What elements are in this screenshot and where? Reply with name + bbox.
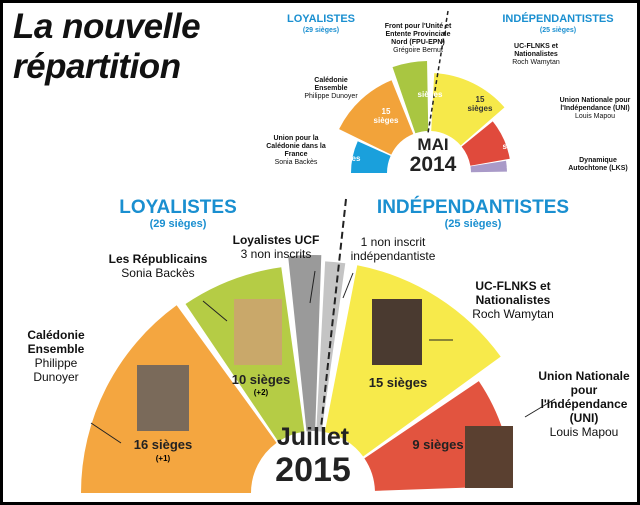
may-party-label: Union pour la Calédonie dans la France So… [266,135,326,166]
photo-louis-mapou [465,426,513,488]
july-independantistes-label: INDÉPENDANTISTES [376,197,570,218]
july-seat-change: (+2) [253,388,269,397]
may-seat-count: 9 sièges [502,133,528,151]
july-independantistes-seats: (25 sièges) [444,218,502,230]
photo-sonia-backes [234,299,282,365]
may-party-label: Union Nationale pour l'Indépendance (UNI… [559,97,631,120]
july-party-label: 1 non inscrit indépendantiste [350,235,436,263]
photo-philippe-dunoyer [137,365,189,431]
july-seat-count: 9 sièges [412,437,464,452]
july-seat-count: 16 sièges [133,437,193,452]
july-loyalistes-seats: (29 sièges) [149,218,207,230]
may-loyalistes-seats: (29 sièges) [302,27,340,34]
photo-roch-wamytan [372,299,422,365]
may-party-label: UC-FLNKS et Nationalistes Roch Wamytan [512,43,560,66]
may-independantistes-label: INDÉPENDANTISTES [502,13,614,25]
may-seat-count: 8 sièges [417,81,443,99]
july-seat-count: 15 sièges [368,375,428,390]
may-independantistes-seats: (25 sièges) [539,27,577,34]
may-seat-count: 1 siège [506,161,534,170]
july-month: Juillet [276,423,350,451]
july-year: 2015 [275,451,351,489]
july-party-label: UC-FLNKS et Nationalistes Roch Wamytan [472,279,554,321]
july-seat-change: (+1) [155,454,171,463]
may-wedge-2 [392,61,429,134]
may-party-label: Calédonie Ensemble Philippe Dunoyer [304,77,358,100]
may-wedge-3 [431,73,505,146]
may-wedge-4 [461,121,510,166]
july-loyalistes-label: LOYALISTES [119,197,237,218]
leader-line [202,300,228,322]
may-wedge-1 [339,80,414,155]
may-month: MAI [417,135,449,154]
may-party-label: Dynamique Autochtone (LKS) [568,157,628,172]
may-seat-count: 6 sièges [335,145,361,163]
july-party-label: Union Nationale pour l'Indépendance (UNI… [538,369,630,439]
leader-line [309,270,316,304]
july-wedge-2 [288,255,322,432]
may-loyalistes-label: LOYALISTES [286,13,356,25]
infographic: La nouvelle répartition LOYALISTES (29 s… [3,3,637,502]
leader-line [342,272,354,299]
page-title: La nouvelle répartition [13,7,201,86]
july-seat-count: 10 sièges [231,372,291,387]
leader-line [90,422,122,444]
may-wedge-5 [470,160,507,173]
may-year: 2014 [409,153,457,176]
july-party-label: Loyalistes UCF 3 non inscrits [232,233,320,261]
leader-line [524,398,556,418]
may-seat-count: 15 sièges [373,107,399,125]
july-party-label: Calédonie Ensemble Philippe Dunoyer [27,328,85,384]
july-party-label: Les Républicains Sonia Backès [108,252,208,280]
may-party-label: Front pour l'Unité et Entente Provincial… [384,23,452,54]
may-wedge-0 [351,141,391,173]
july-divider-line [320,198,347,429]
may-seat-count: 15 sièges [467,95,493,113]
